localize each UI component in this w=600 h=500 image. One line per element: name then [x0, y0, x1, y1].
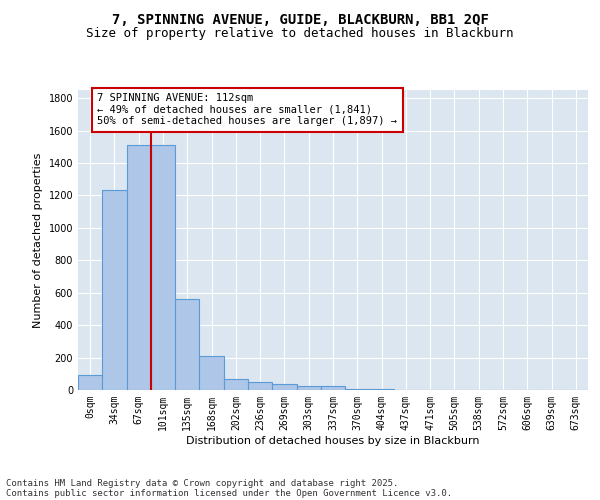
Bar — [248, 382, 272, 390]
Text: Size of property relative to detached houses in Blackburn: Size of property relative to detached ho… — [86, 28, 514, 40]
Bar — [175, 299, 199, 390]
Bar — [78, 374, 102, 390]
Bar — [224, 380, 248, 390]
Bar — [199, 356, 224, 390]
Text: Contains HM Land Registry data © Crown copyright and database right 2025.: Contains HM Land Registry data © Crown c… — [6, 478, 398, 488]
Text: 7 SPINNING AVENUE: 112sqm
← 49% of detached houses are smaller (1,841)
50% of se: 7 SPINNING AVENUE: 112sqm ← 49% of detac… — [97, 93, 397, 126]
Bar — [321, 386, 345, 390]
Bar — [127, 145, 151, 390]
Bar — [151, 145, 175, 390]
Bar — [296, 386, 321, 390]
Y-axis label: Number of detached properties: Number of detached properties — [33, 152, 43, 328]
X-axis label: Distribution of detached houses by size in Blackburn: Distribution of detached houses by size … — [186, 436, 480, 446]
Text: 7, SPINNING AVENUE, GUIDE, BLACKBURN, BB1 2QF: 7, SPINNING AVENUE, GUIDE, BLACKBURN, BB… — [112, 12, 488, 26]
Bar — [345, 388, 370, 390]
Text: Contains public sector information licensed under the Open Government Licence v3: Contains public sector information licen… — [6, 488, 452, 498]
Bar — [102, 190, 127, 390]
Bar — [272, 384, 296, 390]
